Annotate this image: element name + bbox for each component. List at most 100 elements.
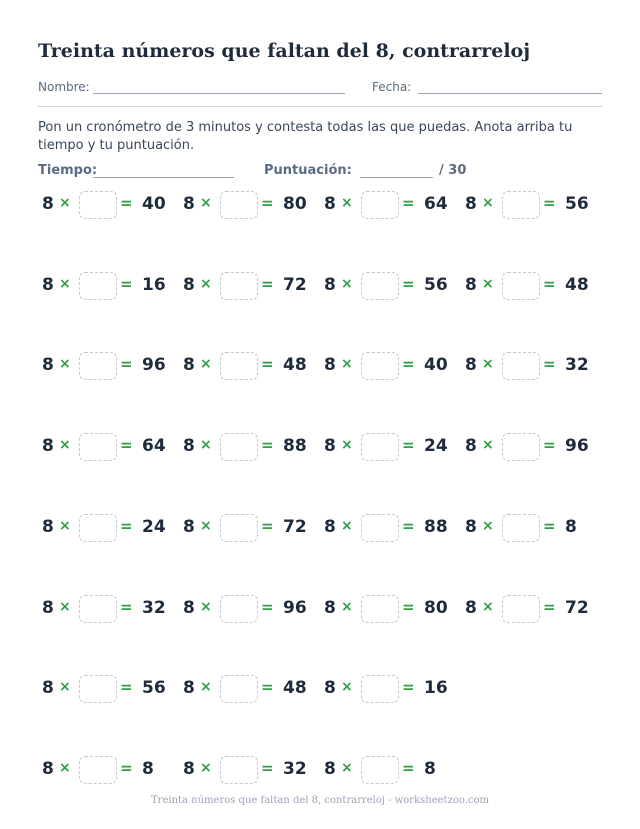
problem: 8 × = 96: [179, 594, 319, 624]
times-sign: ×: [200, 437, 212, 454]
time-label: Tiempo:: [38, 163, 98, 178]
equals-sign: =: [543, 436, 556, 455]
equals-sign: =: [261, 436, 274, 455]
factor: 8: [324, 274, 336, 295]
factor: 8: [183, 194, 195, 214]
answer-box[interactable]: [220, 433, 258, 462]
footer: Treinta números que faltan del 8, contra…: [151, 795, 489, 806]
problem: 8 × = 24: [320, 432, 460, 462]
answer-box[interactable]: [220, 755, 258, 784]
product: 80: [424, 597, 448, 618]
equals-sign: =: [402, 597, 415, 616]
answer-box[interactable]: [220, 271, 258, 300]
answer-box[interactable]: [79, 352, 117, 381]
answer-box[interactable]: [361, 755, 399, 784]
equals-sign: =: [543, 516, 556, 535]
answer-box[interactable]: [502, 191, 540, 219]
answer-box[interactable]: [220, 352, 258, 381]
product: 72: [283, 516, 307, 537]
factor: 8: [42, 194, 54, 214]
answer-box[interactable]: [79, 191, 117, 219]
product: 40: [424, 355, 448, 376]
answer-box[interactable]: [361, 433, 399, 462]
times-sign: ×: [341, 679, 353, 696]
product: 32: [283, 758, 307, 779]
factor: 8: [42, 516, 54, 537]
factor: 8: [42, 436, 54, 457]
name-date-row: Nombre: Fecha:: [38, 80, 602, 96]
answer-box[interactable]: [361, 271, 399, 300]
equals-sign: =: [261, 194, 274, 212]
divider: [38, 106, 602, 107]
instructions: Pon un cronómetro de 3 minutos y contest…: [38, 120, 573, 153]
date-field[interactable]: [418, 93, 602, 94]
answer-box[interactable]: [79, 755, 117, 784]
time-field[interactable]: [93, 177, 234, 178]
score-row: Tiempo: Puntuación: / 30: [38, 163, 602, 181]
factor: 8: [183, 436, 195, 457]
problem: 8 × = 72: [179, 513, 319, 543]
product: 72: [283, 274, 307, 295]
answer-box[interactable]: [220, 675, 258, 704]
factor: 8: [324, 678, 336, 699]
product: 80: [283, 194, 307, 214]
answer-box[interactable]: [220, 191, 258, 219]
problem: 8 × = 48: [179, 351, 319, 381]
product: 48: [565, 274, 589, 295]
name-field[interactable]: [93, 93, 345, 94]
problem-row: 8 × = 96 8 × = 48 8 × = 40 8 × = 32: [38, 351, 608, 381]
times-sign: ×: [482, 356, 494, 373]
factor: 8: [324, 194, 336, 214]
product: 64: [424, 194, 448, 214]
times-sign: ×: [59, 517, 71, 534]
equals-sign: =: [402, 355, 415, 374]
score-field[interactable]: [360, 177, 433, 178]
equals-sign: =: [402, 758, 415, 777]
answer-box[interactable]: [361, 594, 399, 623]
answer-box[interactable]: [361, 513, 399, 542]
times-sign: ×: [482, 437, 494, 454]
problem: 8 × = 8: [38, 755, 178, 785]
equals-sign: =: [261, 516, 274, 535]
answer-box[interactable]: [502, 352, 540, 381]
product: 64: [142, 436, 166, 457]
factor: 8: [42, 274, 54, 295]
problem-row: 8 × = 64 8 × = 88 8 × = 24 8 × = 96: [38, 432, 608, 462]
answer-box[interactable]: [79, 594, 117, 623]
problem: 8 × = 64: [38, 432, 178, 462]
answer-box[interactable]: [502, 433, 540, 462]
problem: 8 × = 56: [38, 674, 178, 704]
answer-box[interactable]: [361, 675, 399, 704]
problem: 8 × = 96: [38, 351, 178, 381]
answer-box[interactable]: [79, 433, 117, 462]
answer-box[interactable]: [361, 191, 399, 219]
times-sign: ×: [341, 598, 353, 615]
answer-box[interactable]: [502, 594, 540, 623]
product: 8: [424, 758, 436, 779]
product: 88: [283, 436, 307, 457]
answer-box[interactable]: [502, 513, 540, 542]
problem: 8 × = 8: [320, 755, 460, 785]
problem-row: 8 × = 8 8 × = 32 8 × = 8: [38, 755, 608, 785]
factor: 8: [324, 355, 336, 376]
factor: 8: [465, 274, 477, 295]
answer-box[interactable]: [79, 271, 117, 300]
answer-box[interactable]: [361, 352, 399, 381]
answer-box[interactable]: [502, 271, 540, 300]
equals-sign: =: [402, 436, 415, 455]
problem: 8 × = 80: [179, 190, 319, 220]
product: 48: [283, 678, 307, 699]
equals-sign: =: [120, 516, 133, 535]
equals-sign: =: [543, 355, 556, 374]
product: 32: [565, 355, 589, 376]
answer-box[interactable]: [79, 675, 117, 704]
answer-box[interactable]: [220, 594, 258, 623]
equals-sign: =: [261, 758, 274, 777]
factor: 8: [465, 597, 477, 618]
product: 16: [142, 274, 166, 295]
product: 72: [565, 597, 589, 618]
answer-box[interactable]: [220, 513, 258, 542]
answer-box[interactable]: [79, 513, 117, 542]
equals-sign: =: [261, 678, 274, 697]
problem: 8 × = 32: [38, 594, 178, 624]
